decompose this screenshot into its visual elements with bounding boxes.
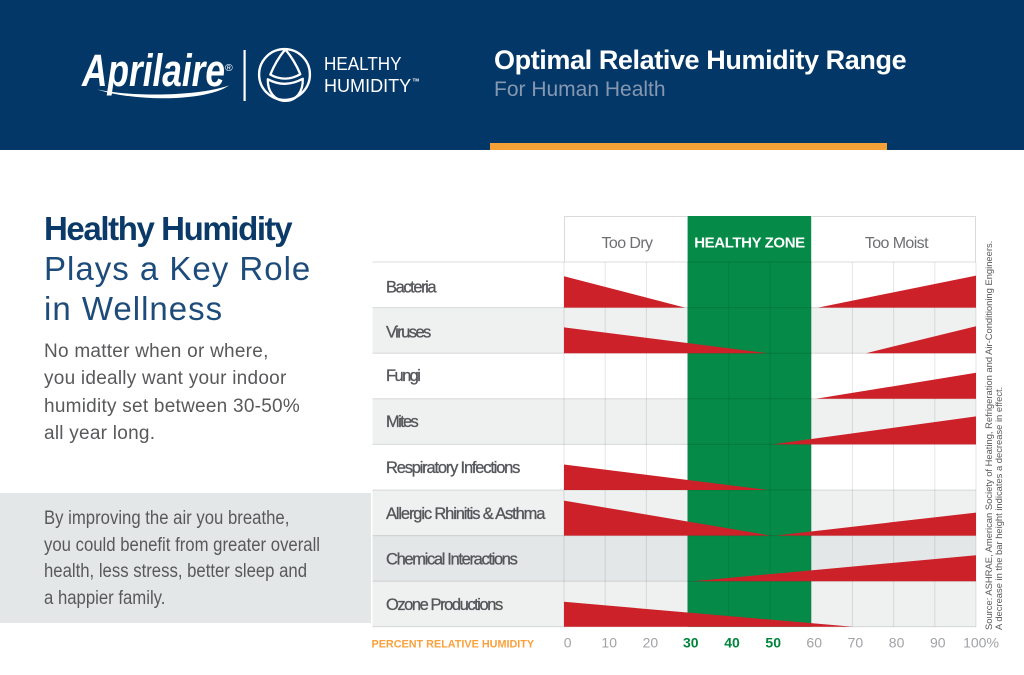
svg-text:HEALTHY: HEALTHY	[324, 53, 402, 74]
svg-text:HEALTHY ZONE: HEALTHY ZONE	[694, 234, 805, 251]
svg-text:80: 80	[889, 634, 905, 650]
svg-text:40: 40	[724, 634, 740, 650]
svg-text:70: 70	[848, 634, 864, 650]
svg-text:®: ®	[225, 62, 233, 74]
svg-text:Too Dry: Too Dry	[602, 235, 654, 252]
svg-text:60: 60	[806, 634, 822, 650]
svg-text:Respiratory Infections: Respiratory Infections	[386, 459, 520, 477]
svg-text:TM: TM	[413, 78, 420, 83]
svg-text:30: 30	[683, 634, 699, 650]
svg-text:20: 20	[643, 634, 659, 650]
svg-text:PERCENT RELATIVE HUMIDITY: PERCENT RELATIVE HUMIDITY	[372, 638, 535, 650]
svg-text:50: 50	[765, 634, 781, 650]
svg-text:Fungi: Fungi	[386, 367, 421, 385]
svg-text:Aprilaire: Aprilaire	[81, 45, 225, 96]
svg-text:Allergic Rhinitis & Asthma: Allergic Rhinitis & Asthma	[386, 505, 546, 523]
svg-text:Viruses: Viruses	[386, 324, 431, 342]
svg-text:Chemical Interactions: Chemical Interactions	[386, 550, 518, 568]
svg-text:Source: ASHRAE, American Socie: Source: ASHRAE, American Society of Heat…	[983, 241, 994, 630]
svg-text:A decrease in the bar height i: A decrease in the bar height indicates a…	[993, 387, 1004, 630]
svg-text:Bacteria: Bacteria	[386, 279, 437, 297]
svg-text:HUMIDITY: HUMIDITY	[324, 75, 411, 96]
svg-text:10: 10	[601, 634, 617, 650]
svg-text:0: 0	[564, 634, 572, 650]
svg-text:Too Moist: Too Moist	[865, 235, 929, 252]
svg-text:Mites: Mites	[386, 413, 419, 431]
svg-text:100%: 100%	[963, 634, 999, 650]
svg-text:90: 90	[930, 634, 946, 650]
svg-text:Ozone Productions: Ozone Productions	[386, 596, 503, 614]
